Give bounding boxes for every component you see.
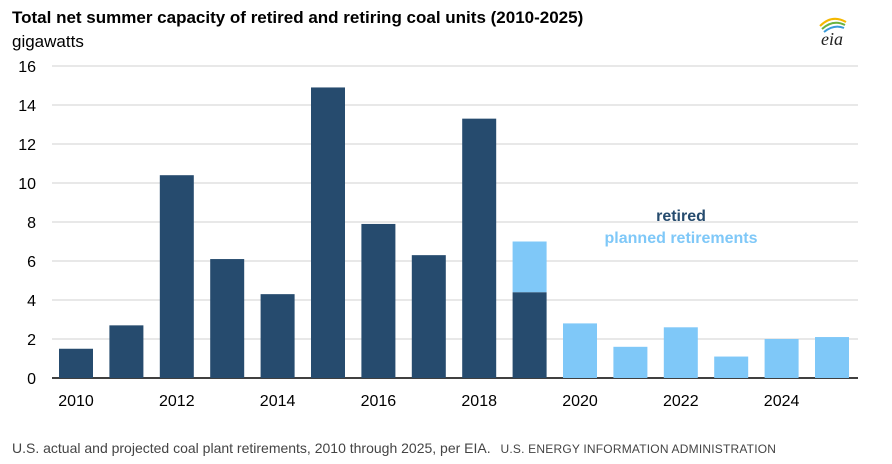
bar-retired-2015 — [311, 87, 345, 378]
legend: retired planned retirements — [605, 208, 758, 247]
eia-logo-icon: eia — [819, 17, 847, 48]
bar-planned-2021 — [613, 346, 648, 378]
y-tick-label: 14 — [18, 98, 36, 115]
y-tick-labels: 0 2 4 6 8 10 12 14 16 — [18, 59, 36, 388]
logo-arc-yellow — [819, 17, 847, 27]
caption-text: U.S. actual and projected coal plant ret… — [12, 440, 491, 456]
x-tick-label: 2022 — [663, 393, 699, 410]
y-tick-label: 6 — [27, 254, 36, 271]
caption: U.S. actual and projected coal plant ret… — [12, 440, 776, 456]
logo-text: eia — [821, 29, 843, 48]
y-tick-label: 2 — [27, 332, 36, 349]
bar-retired-2016 — [361, 223, 396, 378]
bar-planned-2023 — [714, 356, 749, 378]
y-tick-label: 10 — [18, 176, 36, 193]
logo-arc-blue — [823, 25, 845, 33]
x-tick-label: 2010 — [58, 393, 94, 410]
y-tick-label: 12 — [18, 137, 36, 154]
bar-retired-2014 — [260, 294, 295, 378]
x-tick-labels: 2010 2012 2014 2016 2018 2020 2022 2024 — [58, 393, 799, 410]
x-tick-label: 2018 — [461, 393, 497, 410]
legend-planned: planned retirements — [605, 230, 758, 247]
bar-planned-2022 — [663, 327, 698, 378]
y-tick-label: 8 — [27, 215, 36, 232]
x-tick-label: 2024 — [764, 393, 800, 410]
y-axis-unit: gigawatts — [12, 32, 84, 51]
bar-planned-2024 — [764, 339, 799, 378]
bar-retired-2011 — [109, 325, 144, 378]
bar-retired-2012 — [159, 175, 194, 378]
source-credit: U.S. ENERGY INFORMATION ADMINISTRATION — [500, 442, 777, 456]
bar-retired-2013 — [210, 259, 245, 378]
y-tick-label: 16 — [18, 59, 36, 76]
bar-retired-2019 — [512, 292, 547, 378]
y-tick-label: 0 — [27, 371, 36, 388]
bar-planned-2025 — [815, 337, 849, 378]
bar-planned-2019 — [512, 241, 547, 293]
logo-arc-green — [821, 21, 846, 30]
x-tick-label: 2012 — [159, 393, 195, 410]
bar-retired-2018 — [462, 118, 497, 379]
x-tick-label: 2014 — [260, 393, 296, 410]
y-tick-label: 4 — [27, 293, 36, 310]
bar-planned-2020 — [563, 323, 597, 378]
bar-retired-2010 — [59, 348, 93, 378]
x-tick-label: 2016 — [361, 393, 397, 410]
bars — [59, 87, 849, 379]
x-tick-label: 2020 — [562, 393, 598, 410]
legend-retired: retired — [656, 208, 706, 225]
chart-title: Total net summer capacity of retired and… — [12, 8, 584, 27]
bar-retired-2017 — [411, 255, 446, 378]
